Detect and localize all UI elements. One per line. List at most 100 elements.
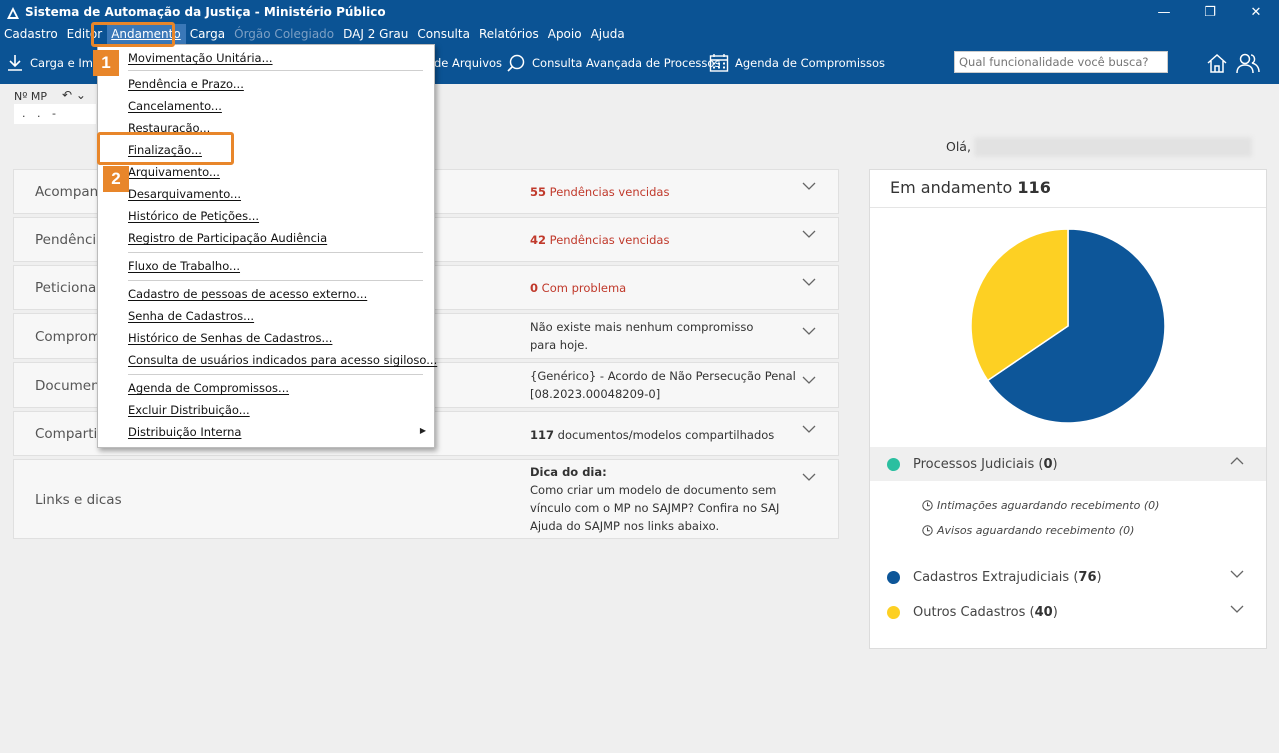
panel-info: Dica do dia: Como criar um modelo de docu… [530,463,780,535]
avisos-item[interactable]: Avisos aguardando recebimento (0) [922,524,1134,537]
menu-orgao-colegiado: Órgão Colegiado [234,27,335,41]
em-andamento-card: Em andamento 116 Processos Judiciais (0)… [869,169,1267,649]
chevron-down-icon[interactable] [802,473,816,481]
menu-item-distribuicao-interna[interactable]: Distribuição Interna [128,425,242,439]
chevron-down-icon[interactable] [802,425,816,433]
menu-item-historico-senhas[interactable]: Histórico de Senhas de Cadastros... [128,331,333,345]
panel-title: Documen [35,378,100,394]
menu-item-historico-peticoes[interactable]: Histórico de Petições... [128,209,260,223]
search-icon [507,54,525,72]
agenda-label: Agenda de Compromissos [735,56,886,70]
tip-label: Dica do dia: [530,465,607,479]
intimacoes-item[interactable]: Intimações aguardando recebimento (0) [922,499,1159,512]
chevron-down-icon[interactable] [1230,605,1244,613]
panel-title: Acompan [35,184,99,200]
menu-separator [128,252,423,253]
menu-ajuda[interactable]: Ajuda [590,27,625,41]
legend-label: Processos Judiciais [913,456,1035,472]
chevron-down-icon[interactable] [802,376,816,384]
carga-importacao-button[interactable]: Carga e Imp [6,52,100,74]
legend-count: 40 [1034,604,1053,620]
chevron-up-icon[interactable] [1230,457,1244,465]
pie-slice-outros-cadastros[interactable] [970,228,1069,382]
menu-andamento[interactable]: Andamento [107,24,186,44]
panel-title: Links e dicas [35,492,122,508]
menu-consulta[interactable]: Consulta [417,27,470,41]
chevron-down-icon[interactable] [802,230,816,238]
clock-icon [922,500,933,511]
menu-item-cancelamento[interactable]: Cancelamento... [128,99,222,113]
menu-separator [128,280,423,281]
users-icon[interactable] [1236,52,1260,74]
nmp-input[interactable]: . . - [14,104,96,124]
chevron-down-icon[interactable] [1230,570,1244,578]
menu-item-fluxo-trabalho[interactable]: Fluxo de Trabalho... [128,259,241,273]
home-icon[interactable] [1206,52,1228,74]
panel-info: 55 Pendências vencidas [530,185,670,199]
download-icon [8,55,22,71]
legend-dot [887,605,900,619]
agenda-compromissos-button[interactable]: Agenda de Compromissos [709,52,885,74]
carga-label: Carga e Imp [30,56,101,70]
menu-item-cadastro-pessoas-externo[interactable]: Cadastro de pessoas de acesso externo... [128,287,368,301]
legend-processos-judiciais[interactable]: Processos Judiciais (0) [870,447,1266,481]
card-header: Em andamento 116 [870,170,1266,208]
menu-item-restauracao[interactable]: Restauração... [128,121,211,135]
feature-search-input[interactable] [954,51,1168,73]
menu-carga[interactable]: Carga [189,27,226,41]
chevron-down-icon[interactable] [802,278,816,286]
menu-separator [128,374,423,375]
app-logo-icon [6,5,20,19]
menu-item-arquivamento[interactable]: Arquivamento... [128,165,220,179]
menu-item-movimentacao-unitaria[interactable]: Movimentação Unitária... [128,51,273,65]
greeting: Olá, [946,139,971,154]
menu-item-consulta-usuarios-sigiloso[interactable]: Consulta de usuários indicados para aces… [128,353,438,367]
panel-title: Pendência [35,232,105,248]
pie-slice-cadastros-extrajudiciais[interactable] [986,228,1166,424]
menu-item-registro-participacao[interactable]: Registro de Participação Audiência [128,231,328,245]
submenu-arrow-icon: ▶ [419,426,426,435]
menu-apoio[interactable]: Apoio [547,27,582,41]
close-button[interactable]: ✕ [1250,4,1262,20]
minimize-button[interactable]: — [1157,4,1171,20]
arquivos-label: de Arquivos [434,56,503,70]
menu-item-desarquivamento[interactable]: Desarquivamento... [128,187,242,201]
consulta-avancada-button[interactable]: Consulta Avançada de Processos [506,52,720,74]
panel-info: Não existe mais nenhum compromisso para … [530,320,754,352]
pie-chart [970,228,1166,424]
legend-label: Cadastros Extrajudiciais [913,569,1070,585]
legend-cadastros-extrajudiciais[interactable]: Cadastros Extrajudiciais (76) [870,560,1266,594]
menu-item-finalizacao[interactable]: Finalização... [128,143,202,157]
user-name-redacted [974,137,1252,157]
menu-item-excluir-distribuicao[interactable]: Excluir Distribuição... [128,403,250,417]
card-title: Em andamento [890,178,1013,197]
menu-item-senha-cadastros[interactable]: Senha de Cadastros... [128,309,255,323]
menu-item-agenda-compromissos[interactable]: Agenda de Compromissos... [128,381,290,395]
panel-title: Compartil [35,426,102,442]
legend-count: 0 [1043,456,1053,472]
history-icon[interactable]: ↶ ⌄ [62,88,86,102]
arquivos-button[interactable]: de Arquivos [434,52,502,74]
legend-outros-cadastros[interactable]: Outros Cadastros (40) [870,595,1266,629]
menu-bar: Cadastro Editor Andamento Carga Órgão Co… [0,24,1279,44]
chevron-down-icon[interactable] [802,182,816,190]
menu-cadastro[interactable]: Cadastro [4,27,58,41]
chevron-down-icon[interactable] [802,327,816,335]
legend-dot [887,457,900,471]
menu-item-pendencia-prazo[interactable]: Pendência e Prazo... [128,77,244,91]
panel-info: 117 documentos/modelos compartilhados [530,428,775,442]
callout-number-2: 2 [103,166,129,192]
document-number: [08.2023.00048209-0] [530,387,661,401]
panel-links-dicas[interactable]: Links e dicas Dica do dia: Como criar um … [13,459,839,539]
menu-daj-2-grau[interactable]: DAJ 2 Grau [343,27,409,41]
consulta-label: Consulta Avançada de Processos [532,56,721,70]
menu-relatorios[interactable]: Relatórios [478,27,539,41]
callout-number-1: 1 [93,50,119,76]
calendar-icon [709,54,729,72]
menu-separator [128,70,423,71]
maximize-button[interactable]: ❐ [1204,4,1216,20]
callout-highlight-andamento [91,22,175,47]
window-title: Sistema de Automação da Justiça - Minist… [25,5,386,19]
clock-icon [922,525,933,536]
card-total: 116 [1017,178,1051,197]
